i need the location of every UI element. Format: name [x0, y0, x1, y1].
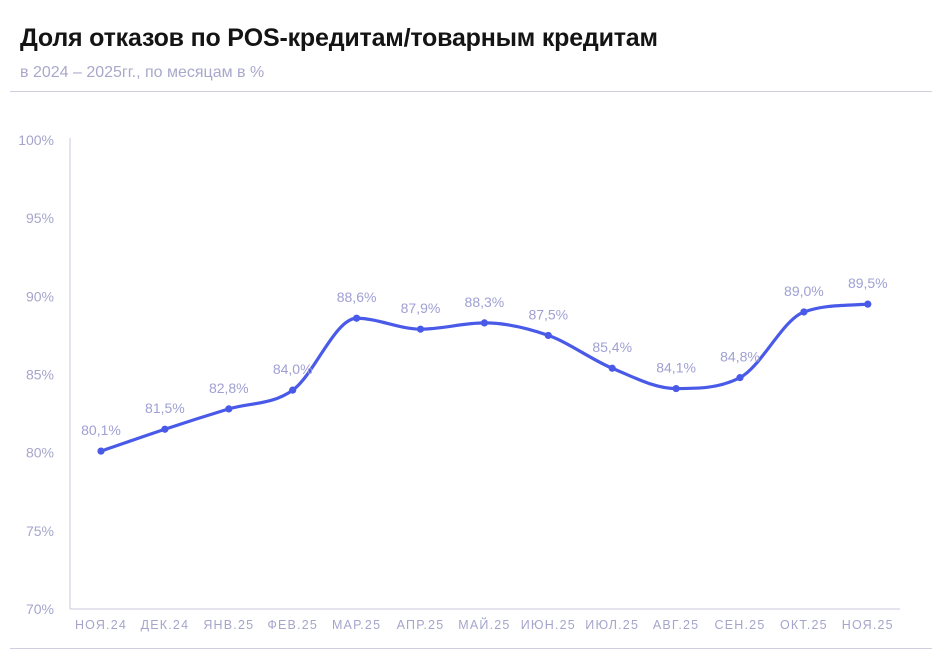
top-divider: [10, 91, 932, 92]
data-point: [353, 314, 361, 322]
data-label: 80,1%: [81, 422, 121, 438]
data-labels: 80,1% 81,5% 82,8% 84,0% 88,6% 87,9% 88,3% 87,5%…: [81, 275, 888, 438]
data-label: 84,8%: [720, 349, 760, 365]
data-label: 89,0%: [784, 283, 824, 299]
y-tick-label: 100%: [18, 132, 54, 148]
data-label: 88,6%: [337, 289, 377, 305]
data-label: 88,3%: [465, 294, 505, 310]
data-point: [97, 447, 105, 455]
data-label: 89,5%: [848, 275, 888, 291]
x-tick-label: АПР.25: [397, 618, 445, 632]
data-point: [672, 384, 680, 393]
y-axis: 70% 75% 80% 85% 90% 95% 100%: [18, 132, 71, 617]
data-point: [161, 425, 169, 433]
data-label: 84,0%: [273, 361, 313, 377]
x-tick-label: ФЕВ.25: [267, 618, 318, 632]
data-point: [800, 308, 808, 316]
x-tick-label: ДЕК.24: [141, 618, 190, 632]
data-point: [289, 386, 297, 394]
bottom-divider: [10, 648, 932, 649]
data-point: [480, 319, 488, 327]
y-tick-label: 95%: [26, 210, 54, 226]
data-label: 82,8%: [209, 380, 249, 396]
chart-title: Доля отказов по POS-кредитам/товарным кр…: [20, 24, 658, 52]
data-label: 87,9%: [401, 300, 441, 316]
y-tick-label: 70%: [26, 601, 54, 617]
data-point: [544, 331, 552, 340]
x-tick-label: МАЙ.25: [458, 617, 510, 632]
y-tick-label: 85%: [26, 367, 54, 383]
x-tick-label: ЯНВ.25: [203, 618, 254, 632]
series: [97, 300, 872, 455]
y-tick-label: 80%: [26, 445, 54, 461]
data-label: 85,4%: [592, 339, 632, 355]
x-tick-label: ИЮН.25: [521, 618, 576, 632]
y-tick-label: 90%: [26, 288, 54, 304]
x-tick-label: ОКТ.25: [780, 618, 828, 632]
data-point: [608, 364, 616, 372]
data-label: 81,5%: [145, 400, 185, 416]
x-tick-label: АВГ.25: [653, 618, 700, 632]
x-tick-label: МАР.25: [332, 618, 381, 632]
x-tick-label: НОЯ.25: [842, 618, 894, 632]
data-label: 84,1%: [656, 360, 696, 376]
x-axis: НОЯ.24 ДЕК.24 ЯНВ.25 ФЕВ.25 МАР.25 АПР.25 МАЙ.…: [70, 608, 900, 632]
x-tick-label: НОЯ.24: [75, 618, 127, 632]
data-point: [736, 374, 744, 382]
x-tick-label: ИЮЛ.25: [585, 618, 639, 632]
x-tick-label: СЕН.25: [715, 618, 766, 632]
data-label: 87,5%: [528, 306, 568, 322]
data-point: [864, 300, 872, 308]
data-point: [225, 405, 233, 413]
chart-subtitle: в 2024 – 2025гг., по месяцам в %: [20, 64, 265, 81]
y-tick-label: 75%: [26, 523, 54, 539]
data-point: [416, 325, 425, 333]
